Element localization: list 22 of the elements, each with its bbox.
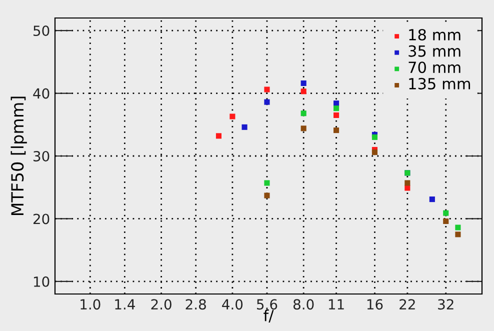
- x-tick-label: 1.4: [115, 299, 135, 310]
- x-tick-label: 2.0: [151, 299, 172, 310]
- x-tick-label: 4.0: [222, 299, 243, 310]
- x-tick-label: 16: [367, 299, 383, 310]
- x-tick-label: 32: [438, 299, 454, 310]
- x-tick-label: 5.6: [257, 299, 278, 310]
- y-tick-label: 40: [33, 88, 50, 99]
- x-tick-label: 22: [400, 299, 415, 310]
- legend-label: 135 mm: [409, 78, 470, 90]
- y-tick-label: 30: [34, 150, 50, 162]
- x-axis-title: f/: [264, 310, 274, 323]
- legend-label: 70 mm: [408, 62, 460, 74]
- legend-label: 18 mm: [409, 28, 460, 41]
- x-tick-label: 11: [328, 299, 344, 310]
- x-tick-label: 8.0: [293, 299, 314, 310]
- y-tick-label: 20: [33, 214, 50, 224]
- y-axis-title: MTF50 [lpmm]: [10, 96, 27, 216]
- y-tick-label: 10: [34, 276, 50, 287]
- y-tick-label: 50: [34, 26, 50, 36]
- x-tick-label: 1.0: [80, 299, 100, 310]
- x-tick-label: 2.8: [186, 299, 206, 310]
- legend-label: 35 mm: [408, 45, 460, 57]
